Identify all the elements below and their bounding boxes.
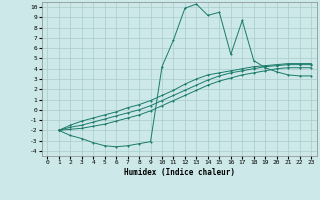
X-axis label: Humidex (Indice chaleur): Humidex (Indice chaleur) — [124, 168, 235, 177]
